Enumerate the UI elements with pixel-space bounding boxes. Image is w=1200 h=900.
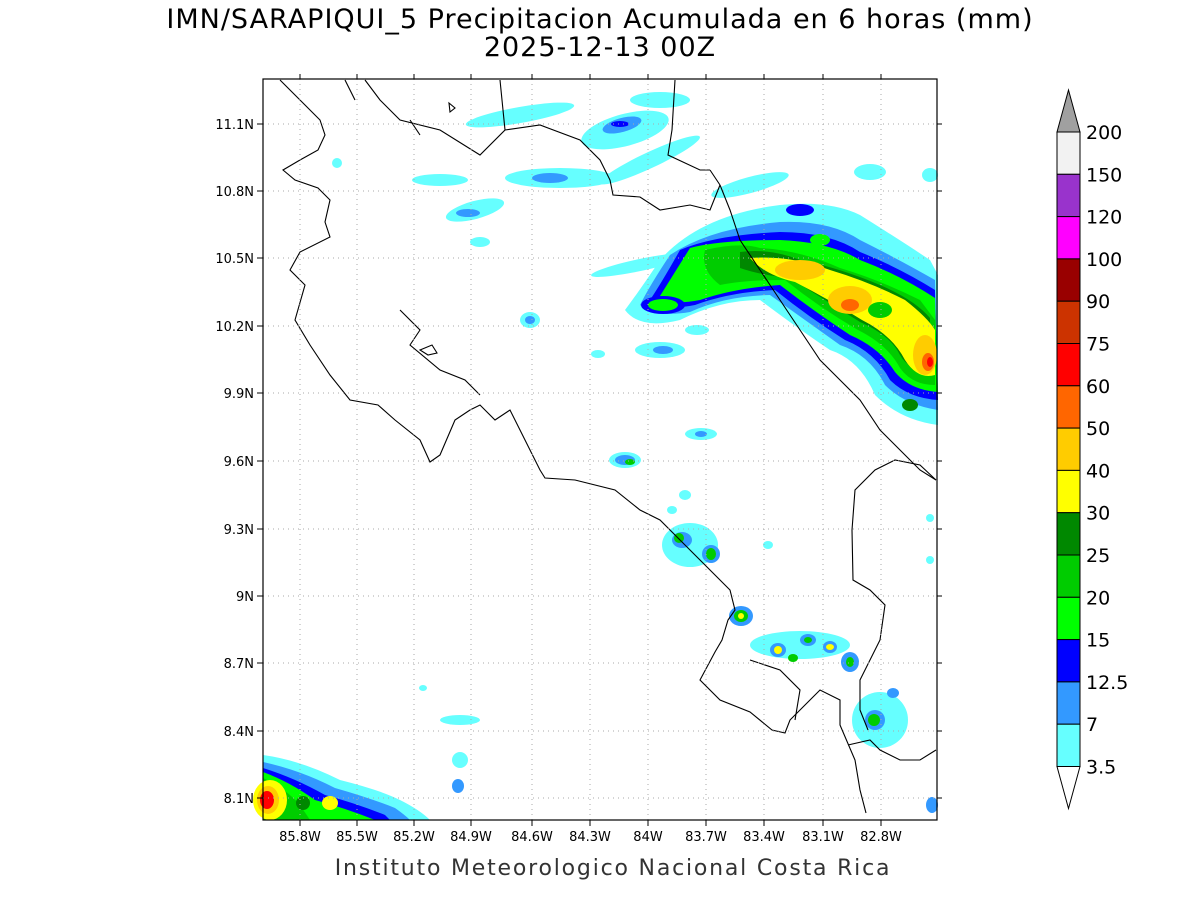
lat-tick-label: 8.4N [224, 725, 254, 740]
longitude-axis: 85.8W 85.5W 85.2W 84.9W 84.6W 84.3W 84W 83.7W 83… [279, 74, 902, 845]
lon-tick-label: 83.7W [685, 830, 727, 845]
colorbar-label: 60 [1086, 376, 1110, 398]
colorbar-swatch [1056, 131, 1081, 175]
colorbar-label: 12.5 [1086, 672, 1128, 694]
lon-tick-label: 84W [633, 830, 663, 845]
lat-tick-label: 9.6N [224, 455, 254, 470]
lon-tick-label: 85.5W [336, 830, 378, 845]
colorbar-label: 150 [1086, 164, 1122, 186]
colorbar-swatch [1056, 723, 1081, 768]
colorbar-swatch [1056, 554, 1081, 598]
colorbar-label: 120 [1086, 207, 1122, 229]
colorbar-swatch [1056, 258, 1081, 302]
lat-tick-label: 8.7N [224, 657, 254, 672]
lat-tick-label: 10.8N [215, 185, 254, 200]
lat-tick-label: 10.5N [215, 252, 254, 267]
colorbar-label: 100 [1086, 249, 1122, 271]
map-datetime: 2025-12-13 00Z [483, 32, 717, 63]
colorbar-swatch [1056, 469, 1081, 514]
colorbar-swatch [1056, 173, 1081, 218]
lat-tick-label: 11.1N [215, 118, 254, 133]
colorbar-swatch [1056, 596, 1081, 641]
colorbar-swatch [1056, 427, 1081, 471]
colorbar-swatch [1056, 216, 1081, 260]
colorbar-label: 20 [1086, 587, 1110, 609]
lat-tick-label: 10.2N [215, 320, 254, 335]
precipitation-field [253, 92, 938, 820]
colorbar-max-arrow [1056, 88, 1081, 133]
lat-tick-label: 9.9N [224, 387, 254, 402]
colorbar-swatch [1056, 512, 1081, 556]
colorbar-label: 15 [1086, 630, 1110, 652]
lon-tick-label: 84.3W [569, 830, 611, 845]
lon-tick-label: 83.1W [802, 830, 844, 845]
colorbar-label: 3.5 [1086, 757, 1116, 779]
lon-tick-label: 83.4W [743, 830, 785, 845]
colorbar-label: 50 [1086, 418, 1110, 440]
lon-tick-label: 85.2W [393, 830, 435, 845]
lat-tick-label: 9.3N [224, 523, 254, 538]
colorbar-swatch [1056, 343, 1081, 387]
lon-tick-label: 85.8W [279, 830, 321, 845]
colorbar-label: 200 [1086, 122, 1122, 144]
lat-tick-label: 8.1N [224, 792, 254, 807]
colorbar-swatch [1056, 300, 1081, 345]
map-title: IMN/SARAPIQUI_5 Precipitacion Acumulada … [166, 4, 1034, 35]
lat-tick-label: 9N [236, 590, 254, 605]
latitude-axis: 11.1N 10.8N 10.5N 10.2N 9.9N 9.6N 9.3N 9N 8.7N 8.… [215, 118, 942, 807]
map-frame [262, 78, 938, 821]
coastlines [279, 79, 937, 814]
lon-tick-label: 84.9W [450, 830, 492, 845]
colorbar-label: 90 [1086, 291, 1110, 313]
colorbar-label: 30 [1086, 503, 1110, 525]
colorbar-swatch [1056, 639, 1081, 683]
lon-tick-label: 82.8W [860, 830, 902, 845]
institution-credit: Instituto Meteorologico Nacional Costa R… [334, 856, 892, 881]
colorbar-swatch [1056, 385, 1081, 429]
colorbar-label: 7 [1086, 714, 1098, 736]
colorbar-swatch [1056, 681, 1081, 725]
lon-tick-label: 84.6W [511, 830, 553, 845]
colorbar-legend: 200 150 120 100 90 75 60 50 40 30 25 20 15 12.5 7 3.5 [1056, 88, 1128, 811]
colorbar-label: 75 [1086, 334, 1110, 356]
map-grid [263, 79, 937, 820]
colorbar-label: 40 [1086, 460, 1110, 482]
colorbar-min-arrow [1056, 766, 1081, 811]
colorbar-label: 25 [1086, 545, 1110, 567]
